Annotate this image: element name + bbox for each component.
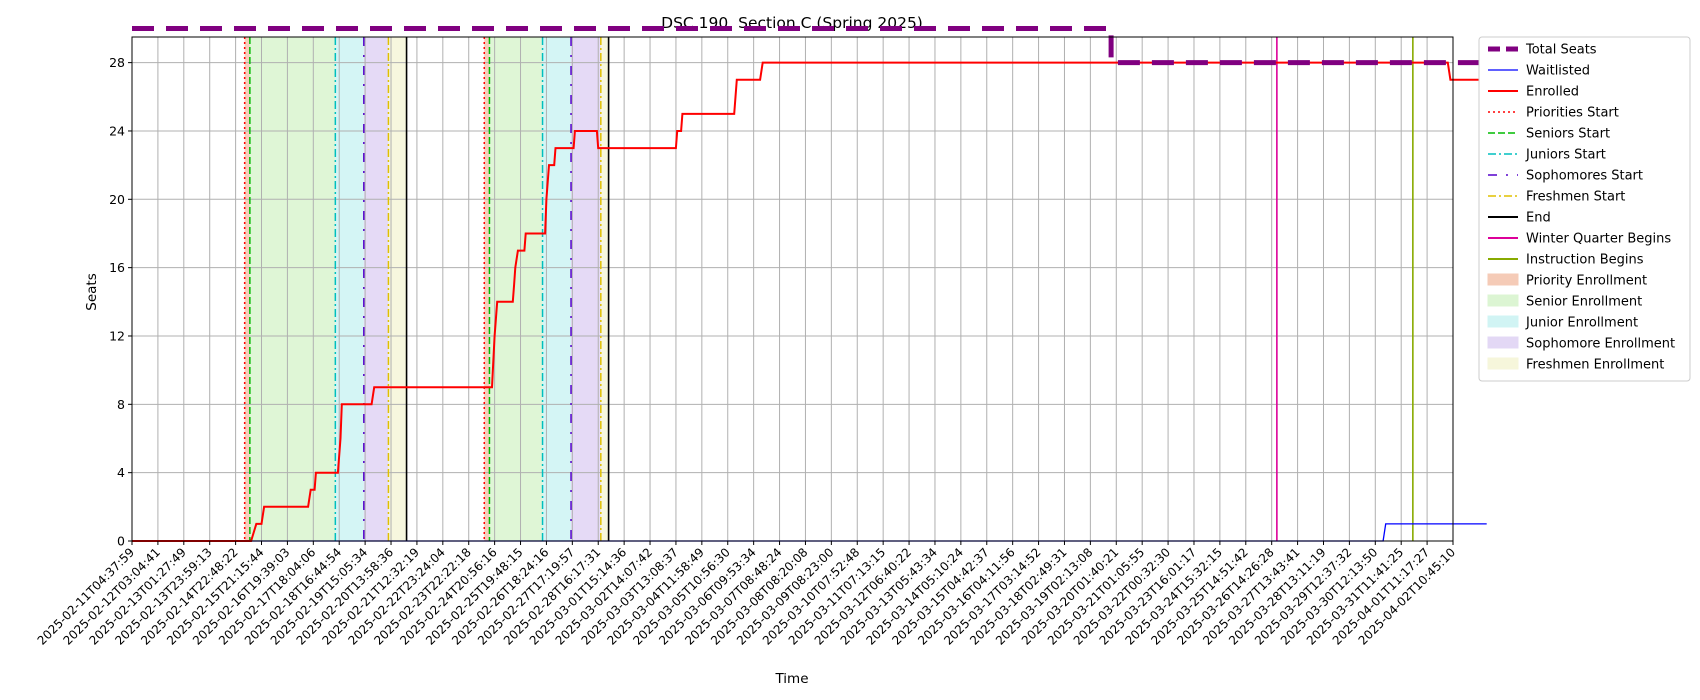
y-tick-label: 8 [117, 397, 125, 412]
enrollment-band-priority-enrollment [484, 37, 490, 541]
legend-swatch-sophomore-enrollment [1487, 336, 1519, 349]
legend-label: End [1526, 211, 1551, 226]
series-line-enrolled [132, 61, 1487, 542]
enrollment-band-junior-enrollment [542, 37, 572, 541]
legend: Total Seats Waitlisted Enrolled Priorities … [1478, 36, 1691, 382]
enrollment-band-sophomore-enrollment [363, 37, 389, 541]
legend-swatch-junior-enrollment [1487, 315, 1519, 328]
legend-label: Junior Enrollment [1525, 316, 1638, 331]
enrollment-band-freshmen-enrollment [600, 37, 609, 541]
enrollment-band-senior-enrollment [249, 37, 336, 541]
y-axis-label: Seats [84, 273, 100, 310]
x-axis-label: Time [774, 671, 808, 687]
enrollment-band-senior-enrollment [489, 37, 543, 541]
y-tick-label: 28 [109, 55, 125, 70]
y-tick-label: 24 [109, 123, 125, 138]
enrollment-band-freshmen-enrollment [388, 37, 407, 541]
series-line-total-seats [132, 26, 1487, 66]
legend-label: Freshmen Start [1526, 190, 1625, 205]
legend-label: Waitlisted [1526, 64, 1590, 79]
legend-swatch-priority-enrollment [1487, 273, 1519, 286]
legend-label: Sophomore Enrollment [1526, 337, 1675, 352]
legend-label: Sophomores Start [1526, 169, 1643, 184]
legend-swatch-freshmen-enrollment [1487, 357, 1519, 370]
y-tick-label: 4 [117, 465, 125, 480]
legend-label: Enrolled [1526, 85, 1579, 100]
legend-label: Juniors Start [1525, 148, 1606, 163]
plot-area: 04812162024282025-02-11T04:37:592025-02-… [35, 26, 1487, 648]
y-tick-label: 20 [109, 192, 125, 207]
legend-label: Freshmen Enrollment [1526, 358, 1664, 373]
y-tick-label: 16 [109, 260, 125, 275]
legend-label: Priority Enrollment [1526, 274, 1647, 289]
legend-swatch-senior-enrollment [1487, 294, 1519, 307]
y-tick-label: 12 [109, 328, 125, 343]
legend-label: Total Seats [1525, 43, 1597, 58]
y-tick-label: 0 [117, 534, 125, 549]
legend-label: Senior Enrollment [1526, 295, 1642, 310]
enrollment-band-priority-enrollment [244, 37, 250, 541]
legend-label: Instruction Begins [1526, 253, 1644, 268]
enrollment-band-sophomore-enrollment [571, 37, 601, 541]
plot-frame [131, 36, 1454, 542]
legend-label: Seniors Start [1526, 127, 1610, 142]
legend-label: Priorities Start [1526, 106, 1619, 121]
legend-frame [1478, 36, 1691, 382]
legend-label: Winter Quarter Begins [1526, 232, 1671, 247]
